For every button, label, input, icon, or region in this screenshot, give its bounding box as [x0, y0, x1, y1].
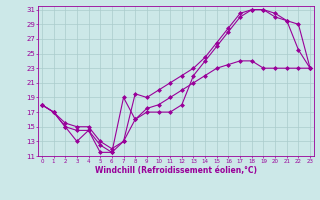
X-axis label: Windchill (Refroidissement éolien,°C): Windchill (Refroidissement éolien,°C)	[95, 166, 257, 175]
